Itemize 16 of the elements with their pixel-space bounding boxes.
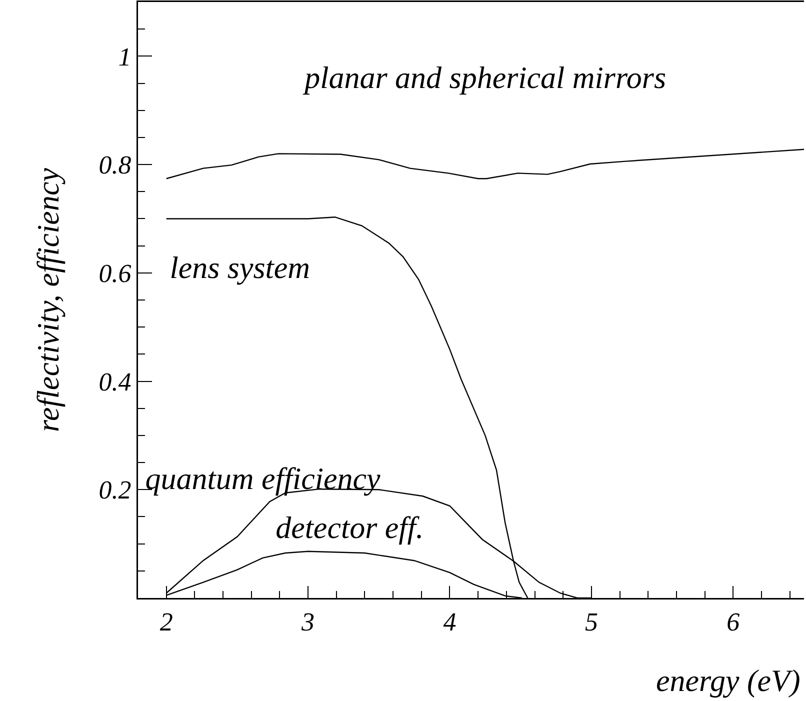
x-tick-label: 6	[726, 608, 740, 637]
x-axis-title: energy (eV)	[656, 663, 800, 698]
y-axis-title: reflectivity, efficiency	[30, 168, 66, 432]
series-label: quantum efficiency	[145, 461, 381, 496]
series-label: planar and spherical mirrors	[302, 60, 666, 95]
series-label: detector eff.	[276, 510, 424, 545]
y-tick-label: 0.2	[98, 476, 132, 505]
y-tick-label: 0.4	[98, 367, 132, 396]
y-tick-label: 0.8	[98, 150, 132, 180]
y-tick-label: 1	[118, 42, 132, 72]
x-tick-label: 5	[584, 608, 598, 637]
x-tick-label: 2	[160, 608, 173, 637]
y-tick-label: 0.6	[98, 259, 132, 288]
series-label: lens system	[170, 250, 310, 285]
x-tick-label: 3	[300, 608, 315, 637]
x-tick-label: 4	[443, 608, 456, 637]
